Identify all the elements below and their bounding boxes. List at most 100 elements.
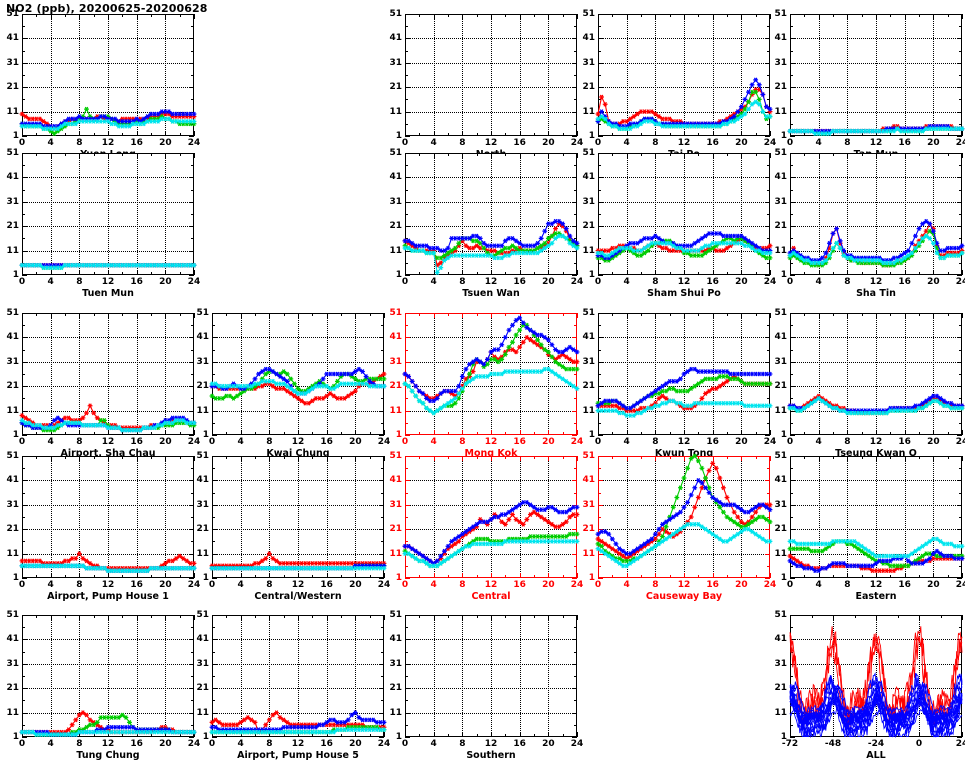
x-axis-tick xyxy=(818,153,820,158)
x-axis-minor-tick xyxy=(534,432,535,435)
y-axis-tick-label: 1 xyxy=(395,430,402,440)
x-gridline xyxy=(50,153,52,275)
y-axis-minor-tick xyxy=(574,325,577,327)
x-gridline xyxy=(919,615,920,737)
x-gridline xyxy=(326,456,328,578)
x-axis-tick xyxy=(384,573,385,578)
x-axis-minor-tick xyxy=(562,456,564,459)
x-gridline xyxy=(298,456,299,578)
x-axis-tick-label: 4 xyxy=(237,437,244,447)
x-axis-minor-tick xyxy=(419,313,421,316)
x-axis-tick-label: 0 xyxy=(786,580,794,590)
y-axis-minor-tick xyxy=(212,651,215,653)
x-axis-tick xyxy=(818,456,820,461)
y-axis-minor-tick xyxy=(22,700,25,702)
y-axis-tick-label: 11 xyxy=(582,548,595,559)
x-axis-tick-label: 12 xyxy=(869,437,883,447)
x-axis-minor-tick xyxy=(36,313,38,316)
y-axis-minor-tick xyxy=(22,517,25,518)
x-axis-tick xyxy=(405,430,406,435)
x-axis-minor-tick xyxy=(947,432,949,435)
y-axis-tick xyxy=(22,639,27,641)
y-axis-tick xyxy=(790,456,795,457)
x-axis-tick-label: 12 xyxy=(101,739,115,749)
station-panel: 1 11 21 31 41 51 0 4 8 12 16 20 24 Airport, Pump Hous… xyxy=(6,451,200,602)
x-axis-minor-tick xyxy=(255,734,256,737)
x-gridline xyxy=(326,615,328,737)
x-axis-tick xyxy=(50,270,52,275)
series-layer xyxy=(787,536,965,574)
x-axis-tick xyxy=(684,153,685,158)
series-layer xyxy=(209,366,387,406)
data-series-cyan xyxy=(595,240,773,258)
y-axis-tick-label: 51 xyxy=(389,148,402,158)
x-gridline xyxy=(626,313,628,435)
x-axis-tick xyxy=(326,430,328,435)
y-axis-tick xyxy=(189,529,194,531)
x-axis-minor-tick xyxy=(641,153,642,156)
x-gridline xyxy=(876,615,877,737)
x-axis-tick xyxy=(962,131,963,136)
panel-title: Airport, Pump House 5 xyxy=(237,750,359,761)
x-axis-tick xyxy=(269,615,271,620)
y-axis-minor-tick xyxy=(790,50,793,52)
data-series-blue xyxy=(595,478,773,556)
x-axis-tick-label: 24 xyxy=(187,277,201,287)
x-axis-tick xyxy=(136,131,138,136)
x-axis-tick xyxy=(194,270,195,275)
x-axis-tick xyxy=(108,456,109,461)
x-axis-tick xyxy=(462,732,464,737)
x-axis-minor-tick xyxy=(890,313,892,316)
y-axis-tick-label: 41 xyxy=(582,33,595,44)
x-axis-minor-tick xyxy=(698,456,700,459)
x-gridline xyxy=(50,456,52,578)
y-axis-minor-tick xyxy=(191,99,194,101)
y-axis-tick-label: 21 xyxy=(582,524,595,535)
x-axis-tick xyxy=(212,456,213,461)
y-axis-tick xyxy=(212,313,217,314)
y-axis-tick xyxy=(189,62,194,64)
x-axis-tick xyxy=(655,313,657,318)
x-axis-minor-tick xyxy=(669,14,671,17)
x-axis-minor-tick xyxy=(897,615,899,618)
y-axis-minor-tick xyxy=(959,189,962,191)
x-axis-tick-label: 20 xyxy=(542,138,555,148)
x-axis-minor-tick xyxy=(669,133,671,136)
x-axis-tick xyxy=(519,732,521,737)
x-axis-tick xyxy=(684,456,685,461)
x-axis-tick xyxy=(491,131,492,136)
y-axis-minor-tick xyxy=(405,565,408,567)
x-axis-tick-label: 0 xyxy=(594,580,602,590)
x-gridline xyxy=(847,14,849,136)
y-axis-tick xyxy=(598,456,603,457)
x-axis-tick-label: 20 xyxy=(159,277,172,287)
y-axis-tick xyxy=(572,87,577,89)
y-axis-minor-tick xyxy=(574,492,577,494)
y-axis-minor-tick xyxy=(767,75,770,76)
x-axis-tick xyxy=(269,430,271,435)
y-axis-tick-label: 51 xyxy=(582,9,595,19)
y-axis-minor-tick xyxy=(212,627,215,629)
y-axis-tick xyxy=(189,712,194,714)
x-axis-tick xyxy=(655,153,657,158)
y-axis-tick-label: 51 xyxy=(582,148,595,158)
x-axis-tick-label: 20 xyxy=(349,437,362,447)
x-gridline xyxy=(626,153,628,275)
x-axis-tick xyxy=(165,131,167,136)
y-axis-tick xyxy=(957,226,962,228)
x-axis-tick-label: 24 xyxy=(955,138,965,148)
x-axis-tick xyxy=(790,270,791,275)
x-axis-minor-tick xyxy=(562,133,564,136)
x-gridline xyxy=(684,153,685,275)
x-axis-tick-label: 24 xyxy=(763,277,777,287)
x-axis-tick xyxy=(962,615,963,620)
y-axis-tick xyxy=(957,410,962,412)
y-axis-tick-label: 31 xyxy=(774,57,787,68)
x-axis-tick-label: -24 xyxy=(867,739,885,749)
x-axis-tick xyxy=(847,573,849,578)
x-axis-minor-tick xyxy=(476,133,478,136)
x-axis-minor-tick xyxy=(36,153,38,156)
x-gridline xyxy=(904,456,906,578)
x-axis-minor-tick xyxy=(151,615,152,618)
y-axis-minor-tick xyxy=(767,565,770,567)
